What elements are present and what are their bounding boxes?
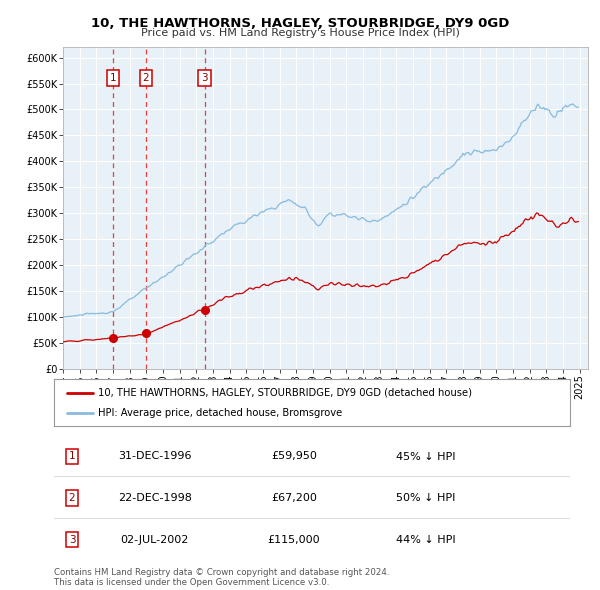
Text: 31-DEC-1996: 31-DEC-1996 (118, 451, 191, 461)
Text: 02-JUL-2002: 02-JUL-2002 (121, 535, 189, 545)
Text: 2: 2 (69, 493, 76, 503)
Text: 3: 3 (202, 73, 208, 83)
Text: 1: 1 (110, 73, 116, 83)
Text: £115,000: £115,000 (268, 535, 320, 545)
Text: 22-DEC-1998: 22-DEC-1998 (118, 493, 191, 503)
Text: 50% ↓ HPI: 50% ↓ HPI (396, 493, 455, 503)
Text: 1: 1 (69, 451, 76, 461)
Text: HPI: Average price, detached house, Bromsgrove: HPI: Average price, detached house, Brom… (98, 408, 342, 418)
Text: Contains HM Land Registry data © Crown copyright and database right 2024.: Contains HM Land Registry data © Crown c… (54, 568, 389, 576)
Text: 10, THE HAWTHORNS, HAGLEY, STOURBRIDGE, DY9 0GD (detached house): 10, THE HAWTHORNS, HAGLEY, STOURBRIDGE, … (98, 388, 472, 398)
Text: 10, THE HAWTHORNS, HAGLEY, STOURBRIDGE, DY9 0GD: 10, THE HAWTHORNS, HAGLEY, STOURBRIDGE, … (91, 17, 509, 30)
Text: 3: 3 (69, 535, 76, 545)
Text: £59,950: £59,950 (271, 451, 317, 461)
Text: 2: 2 (143, 73, 149, 83)
Text: 44% ↓ HPI: 44% ↓ HPI (396, 535, 455, 545)
Text: Price paid vs. HM Land Registry's House Price Index (HPI): Price paid vs. HM Land Registry's House … (140, 28, 460, 38)
Text: £67,200: £67,200 (271, 493, 317, 503)
Text: 45% ↓ HPI: 45% ↓ HPI (396, 451, 455, 461)
Text: This data is licensed under the Open Government Licence v3.0.: This data is licensed under the Open Gov… (54, 578, 329, 587)
